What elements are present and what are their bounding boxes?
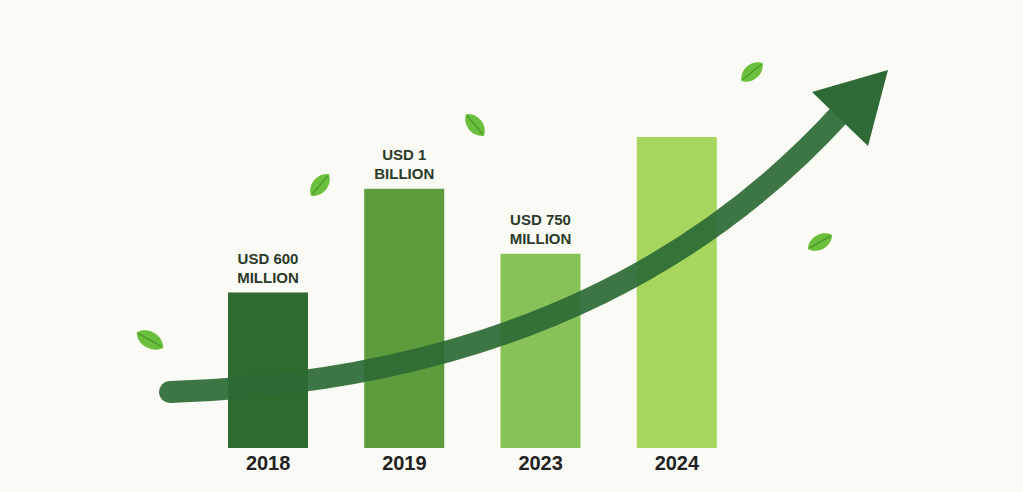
- svg-text:USD 600MILLION: USD 600MILLION: [237, 250, 299, 286]
- svg-text:USD 1BILLION: USD 1BILLION: [374, 146, 434, 182]
- svg-text:2018: 2018: [246, 452, 291, 474]
- svg-text:2019: 2019: [382, 452, 427, 474]
- svg-text:USD 750MILLION: USD 750MILLION: [510, 211, 572, 247]
- svg-text:2023: 2023: [518, 452, 563, 474]
- svg-text:2024: 2024: [655, 452, 700, 474]
